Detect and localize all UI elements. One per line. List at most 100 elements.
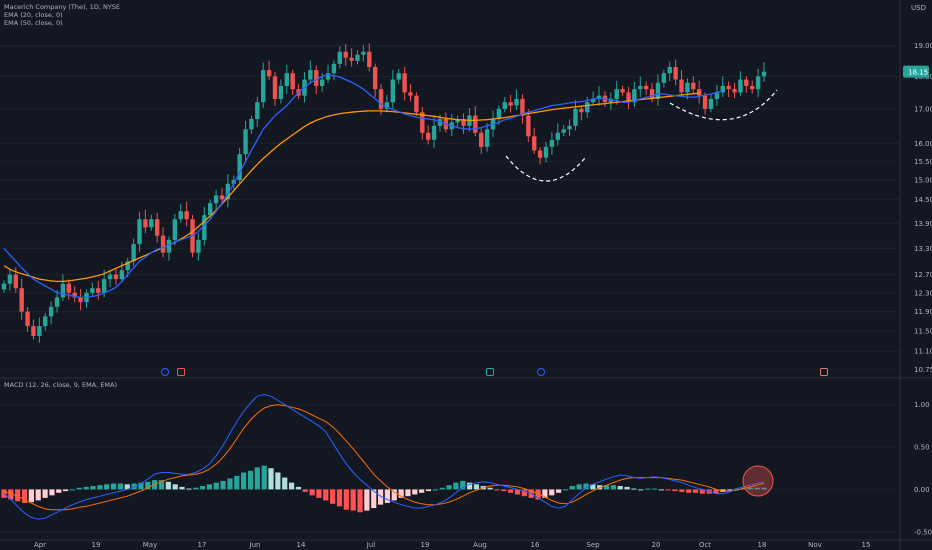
candle-body bbox=[378, 89, 384, 109]
candle bbox=[131, 238, 136, 266]
earnings-icon bbox=[177, 368, 185, 376]
histogram-bar bbox=[35, 489, 41, 501]
candle-body bbox=[679, 79, 684, 93]
candle-body bbox=[101, 279, 107, 293]
histogram-bar bbox=[665, 489, 671, 491]
candle-body bbox=[343, 51, 348, 58]
histogram-bar bbox=[138, 482, 144, 490]
candle bbox=[679, 70, 684, 96]
candle bbox=[378, 83, 384, 115]
candle-body bbox=[532, 136, 537, 151]
candle bbox=[396, 68, 401, 85]
candle-body bbox=[579, 108, 584, 113]
histogram-bar bbox=[172, 484, 178, 490]
candle-body bbox=[48, 306, 54, 317]
time-tick-label: 19 bbox=[92, 541, 101, 549]
candle-body bbox=[361, 51, 366, 55]
candle bbox=[543, 141, 549, 163]
candle bbox=[160, 227, 166, 258]
time-tick-label: Aug bbox=[473, 541, 487, 549]
candle bbox=[349, 48, 354, 67]
candle bbox=[744, 76, 749, 93]
histogram-bar bbox=[247, 470, 254, 490]
histogram-bar bbox=[535, 489, 541, 500]
histogram-bar bbox=[439, 487, 445, 490]
price-tick-label: 16.00 bbox=[914, 140, 932, 148]
candle bbox=[154, 212, 160, 243]
histogram-bar bbox=[234, 475, 240, 490]
candle bbox=[149, 214, 154, 231]
time-tick-label: 20 bbox=[652, 541, 661, 549]
candle bbox=[596, 86, 602, 106]
histogram-bar bbox=[199, 486, 206, 490]
candle-body bbox=[549, 139, 555, 147]
time-tick-label: Nov bbox=[808, 541, 822, 549]
histogram-bar bbox=[261, 465, 267, 490]
histogram-bar bbox=[21, 489, 28, 503]
candle bbox=[367, 43, 372, 72]
candle-body bbox=[673, 67, 678, 80]
candle bbox=[537, 147, 543, 165]
candle-body bbox=[119, 270, 125, 280]
histogram-bar bbox=[555, 489, 562, 493]
cup-annotation-2 bbox=[669, 89, 778, 121]
candle-body bbox=[261, 70, 266, 103]
event-marker bbox=[161, 368, 169, 376]
candle-body bbox=[225, 183, 231, 200]
candle-body bbox=[60, 283, 66, 298]
candle-body bbox=[720, 85, 725, 93]
histogram-bar bbox=[158, 480, 165, 490]
ema20-line bbox=[3, 74, 723, 299]
last-price-tag bbox=[903, 65, 929, 78]
candle-body bbox=[154, 219, 160, 236]
histogram-bar bbox=[645, 488, 651, 490]
price-tick-label: 17.00 bbox=[914, 105, 932, 113]
ema50-line bbox=[3, 92, 700, 283]
candle bbox=[31, 319, 36, 340]
histogram-bar bbox=[425, 489, 432, 492]
candle bbox=[461, 113, 466, 134]
candle bbox=[90, 282, 95, 297]
candle bbox=[325, 64, 331, 83]
candle-body bbox=[172, 219, 178, 240]
candle bbox=[738, 71, 743, 96]
histogram-bar bbox=[460, 480, 466, 490]
candle-body bbox=[160, 235, 166, 253]
histogram-bar bbox=[562, 489, 569, 491]
earnings-icon bbox=[486, 368, 494, 376]
candle bbox=[266, 60, 272, 80]
candle bbox=[455, 115, 460, 127]
candle-body bbox=[25, 311, 30, 327]
candle-body bbox=[455, 119, 460, 123]
candle-body bbox=[714, 92, 720, 99]
histogram-bar bbox=[494, 489, 500, 491]
candle bbox=[496, 105, 502, 125]
candle-body bbox=[78, 297, 83, 303]
candle bbox=[567, 119, 572, 137]
price-tick-label: 13.90 bbox=[914, 220, 932, 228]
histogram-bar bbox=[473, 484, 480, 490]
candle-body bbox=[90, 288, 95, 293]
histogram-bar bbox=[761, 487, 767, 490]
histogram-bar bbox=[508, 489, 514, 493]
candle-body bbox=[543, 146, 549, 158]
candle-body bbox=[520, 98, 525, 116]
candle bbox=[638, 76, 643, 98]
histogram-bar bbox=[658, 489, 664, 491]
candle-body bbox=[125, 261, 130, 271]
macd-tick-label: 1.00 bbox=[914, 401, 930, 409]
candle-body bbox=[166, 239, 172, 253]
candle-body bbox=[431, 125, 437, 140]
candle-body bbox=[655, 82, 661, 99]
candle bbox=[732, 82, 737, 99]
histogram-bar bbox=[336, 489, 343, 507]
candle bbox=[579, 105, 584, 121]
candle-body bbox=[249, 119, 254, 130]
candle bbox=[66, 279, 72, 300]
candle bbox=[479, 128, 484, 154]
candle bbox=[107, 270, 113, 288]
candle bbox=[761, 62, 767, 83]
candle bbox=[290, 69, 295, 95]
candle bbox=[84, 289, 89, 308]
